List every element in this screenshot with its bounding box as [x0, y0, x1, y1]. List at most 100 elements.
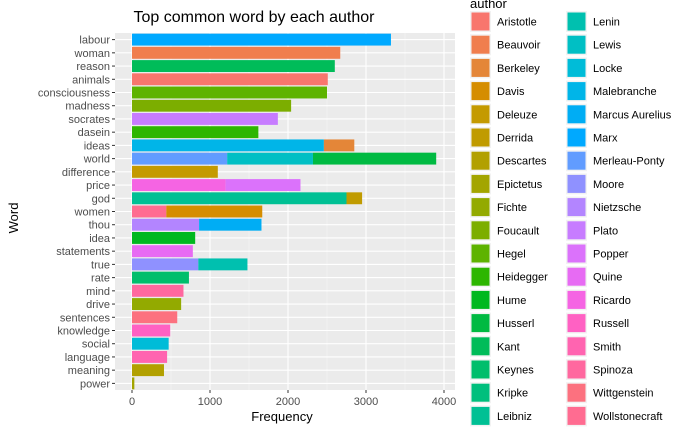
legend-swatch-malebranche — [567, 82, 586, 101]
legend-swatch-derrida — [471, 128, 490, 147]
bar-god-derrida — [346, 192, 363, 205]
legend: Aristotle Beauvoir Berkeley Davis Deleuze Der… — [470, 11, 672, 427]
x-tick-label: 1000 — [198, 396, 222, 408]
y-tick-label: ideas — [84, 140, 111, 152]
bar-socrates-plato — [132, 112, 278, 125]
y-tick-label: mind — [86, 286, 110, 298]
legend-swatch-lenin — [567, 12, 586, 31]
legend-swatch-leibniz — [471, 406, 490, 425]
y-tick-label: thou — [89, 220, 110, 232]
legend-label: Leibniz — [497, 411, 532, 423]
bar-god-leibniz — [132, 192, 347, 205]
legend-swatch-heidegger — [471, 267, 490, 286]
legend-label: Locke — [593, 63, 622, 75]
legend-label: Berkeley — [497, 63, 540, 75]
x-tick-label: 3000 — [354, 396, 378, 408]
legend-label: Foucault — [497, 225, 539, 237]
legend-swatch-locke — [567, 58, 586, 77]
y-tick-label: true — [91, 259, 110, 271]
legend-swatch-quine — [567, 267, 586, 286]
legend-swatch-husserl — [471, 314, 490, 333]
bar-woman-beauvoir — [132, 46, 341, 59]
legend-label: Ricardo — [593, 295, 631, 307]
legend-swatch-moore — [567, 174, 586, 193]
bar-women-davis — [166, 205, 263, 218]
legend-swatch-wittgenstein — [567, 383, 586, 402]
bar-statements-quine — [132, 245, 193, 258]
x-axis-title: Frequency — [251, 409, 313, 424]
y-tick-label: women — [74, 207, 110, 219]
y-tick-label: dasein — [78, 127, 110, 139]
legend-label: Lewis — [593, 40, 622, 52]
legend-swatch-marx — [567, 128, 586, 147]
legend-label: Keynes — [497, 365, 534, 377]
y-tick-label: language — [65, 352, 110, 364]
legend-label: Hume — [497, 295, 526, 307]
legend-swatch-ricardo — [567, 290, 586, 309]
bar-knowledge-russell — [132, 324, 171, 337]
y-tick-label: god — [92, 193, 110, 205]
bar-true-lenin — [198, 258, 248, 271]
legend-label: Malebranche — [593, 86, 657, 98]
legend-label: Spinoza — [593, 365, 634, 377]
legend-label: Deleuze — [497, 109, 537, 121]
bar-difference-deleuze — [132, 165, 218, 178]
legend-swatch-epictetus — [471, 174, 490, 193]
y-tick-label: knowledge — [57, 326, 110, 338]
legend-swatch-wollstonecraft — [567, 406, 586, 425]
legend-label: Russell — [593, 318, 629, 330]
bar-drive-fichte — [132, 298, 182, 311]
legend-label: Wollstonecraft — [593, 411, 663, 423]
legend-label: Beauvoir — [497, 40, 541, 52]
y-tick-label: consciousness — [38, 88, 111, 100]
y-tick-label: difference — [62, 167, 110, 179]
bar-animals-aristotle — [132, 73, 328, 86]
y-tick-label: idea — [89, 233, 111, 245]
bar-women-wollstonecraft — [132, 205, 167, 218]
legend-swatch-davis — [471, 82, 490, 101]
legend-swatch-kripke — [471, 383, 490, 402]
legend-swatch-hegel — [471, 244, 490, 263]
legend-label: Derrida — [497, 133, 534, 145]
bar-consciousness-hegel — [132, 86, 327, 99]
y-tick-label: woman — [74, 48, 110, 60]
y-tick-label: sentences — [60, 312, 111, 324]
legend-label: Hegel — [497, 249, 526, 261]
legend-swatch-kant — [471, 337, 490, 356]
bar-world-merleau-ponty — [132, 152, 228, 165]
bar-ideas-berkeley — [323, 139, 355, 152]
legend-swatch-deleuze — [471, 105, 490, 124]
legend-swatch-smith — [567, 337, 586, 356]
y-tick-label: social — [82, 339, 110, 351]
bar-ideas-malebranche — [132, 139, 324, 152]
legend-label: Wittgenstein — [593, 388, 654, 400]
legend-label: Descartes — [497, 156, 547, 168]
bar-dasein-heidegger — [132, 126, 259, 139]
legend-swatch-fichte — [471, 198, 490, 217]
y-tick-label: statements — [56, 246, 110, 258]
bar-social-locke — [132, 337, 169, 350]
legend-swatch-foucault — [471, 221, 490, 240]
bar-world-husserl — [312, 152, 437, 165]
legend-swatch-descartes — [471, 151, 490, 170]
y-tick-label: socrates — [68, 114, 110, 126]
legend-swatch-beauvoir — [471, 35, 490, 54]
legend-label: Kripke — [497, 388, 528, 400]
legend-label: Nietzsche — [593, 202, 641, 214]
legend-swatch-nietzsche — [567, 198, 586, 217]
y-tick-label: madness — [65, 101, 110, 113]
legend-label: Marx — [593, 133, 618, 145]
legend-label: Fichte — [497, 202, 527, 214]
y-tick-label: labour — [79, 35, 110, 47]
legend-label: Quine — [593, 272, 622, 284]
legend-swatch-hume — [471, 290, 490, 309]
bar-world-lewis — [227, 152, 313, 165]
legend-label: Popper — [593, 249, 629, 261]
y-tick-label: rate — [91, 273, 110, 285]
y-tick-label: power — [80, 378, 110, 390]
legend-label: Heidegger — [497, 272, 548, 284]
bar-idea-hume — [132, 231, 196, 244]
